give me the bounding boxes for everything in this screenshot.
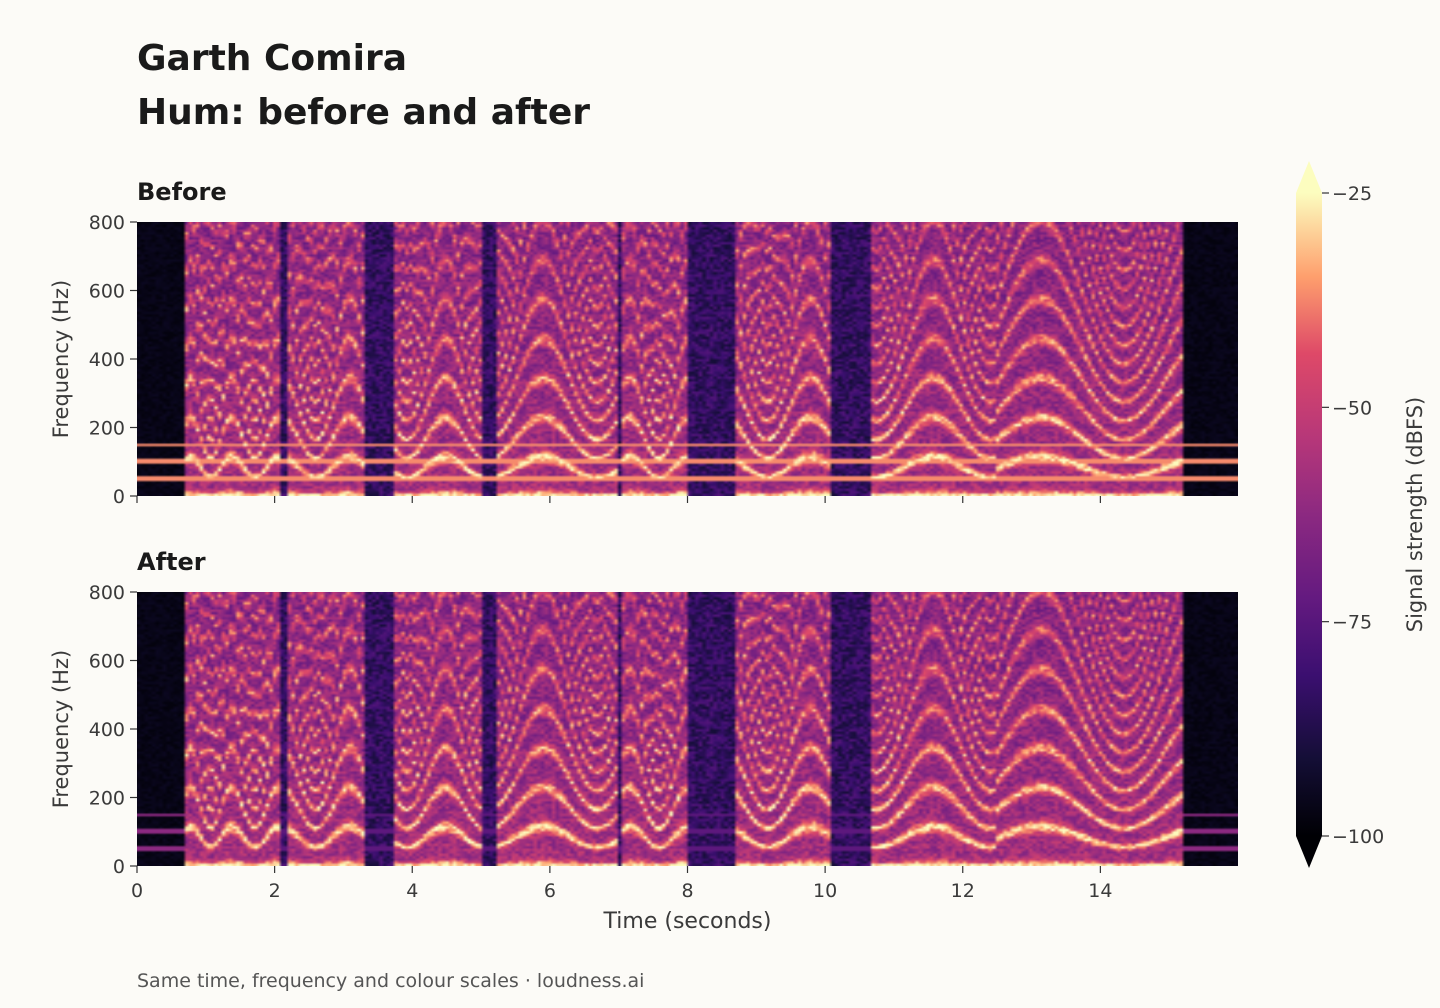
colorbar-tick-label: −100 bbox=[1332, 826, 1384, 848]
x-tick-label-after: 4 bbox=[406, 880, 418, 902]
chart-title-line1: Garth Comira bbox=[137, 38, 408, 79]
y-tick-label-before: 0 bbox=[113, 486, 125, 508]
y-tick-label-after: 600 bbox=[89, 651, 125, 673]
spectrogram-image-before bbox=[137, 222, 1238, 496]
x-tick-label-after: 14 bbox=[1088, 880, 1112, 902]
spectrogram-after bbox=[137, 592, 1238, 866]
y-tick-label-before: 400 bbox=[89, 349, 125, 371]
colorbar-extend-max bbox=[1296, 161, 1322, 193]
y-tick-label-after: 400 bbox=[89, 719, 125, 741]
spectrogram-image-after bbox=[137, 592, 1238, 866]
y-axis-label-before: Frequency (Hz) bbox=[49, 280, 73, 438]
colorbar-label: Signal strength (dBFS) bbox=[1403, 397, 1427, 632]
footnote: Same time, frequency and colour scales ·… bbox=[137, 970, 645, 992]
y-tick-label-before: 600 bbox=[89, 281, 125, 303]
colorbar-gradient bbox=[1296, 193, 1322, 836]
x-tick-label-after: 12 bbox=[951, 880, 975, 902]
y-tick-label-after: 0 bbox=[113, 856, 125, 878]
x-axis-label: Time (seconds) bbox=[603, 909, 772, 934]
chart-title-line2: Hum: before and after bbox=[137, 92, 591, 133]
y-tick-label-after: 200 bbox=[89, 788, 125, 810]
x-tick-label-after: 8 bbox=[681, 880, 693, 902]
spectrogram-before bbox=[137, 222, 1238, 496]
x-tick-label-after: 2 bbox=[269, 880, 281, 902]
y-tick-label-before: 800 bbox=[89, 212, 125, 234]
x-tick-label-after: 0 bbox=[131, 880, 143, 902]
colorbar: −25 −50 −75 −100 Signal strength (dBFS) bbox=[1296, 161, 1427, 868]
panel-title-before: Before bbox=[137, 178, 227, 206]
colorbar-tick-label: −75 bbox=[1332, 612, 1372, 634]
x-tick-label-after: 10 bbox=[813, 880, 837, 902]
colorbar-tick-label: −25 bbox=[1332, 183, 1372, 205]
axes: 0 200 400 600 800 Frequency (Hz) 0 200 400 600 800… bbox=[49, 212, 1112, 934]
colorbar-extend-min bbox=[1296, 836, 1322, 868]
x-tick-label-after: 6 bbox=[544, 880, 556, 902]
y-axis-label-after: Frequency (Hz) bbox=[49, 650, 73, 808]
y-tick-label-after: 800 bbox=[89, 582, 125, 604]
y-tick-label-before: 200 bbox=[89, 418, 125, 440]
colorbar-tick-label: −50 bbox=[1332, 397, 1372, 419]
panel-title-after: After bbox=[137, 548, 206, 576]
